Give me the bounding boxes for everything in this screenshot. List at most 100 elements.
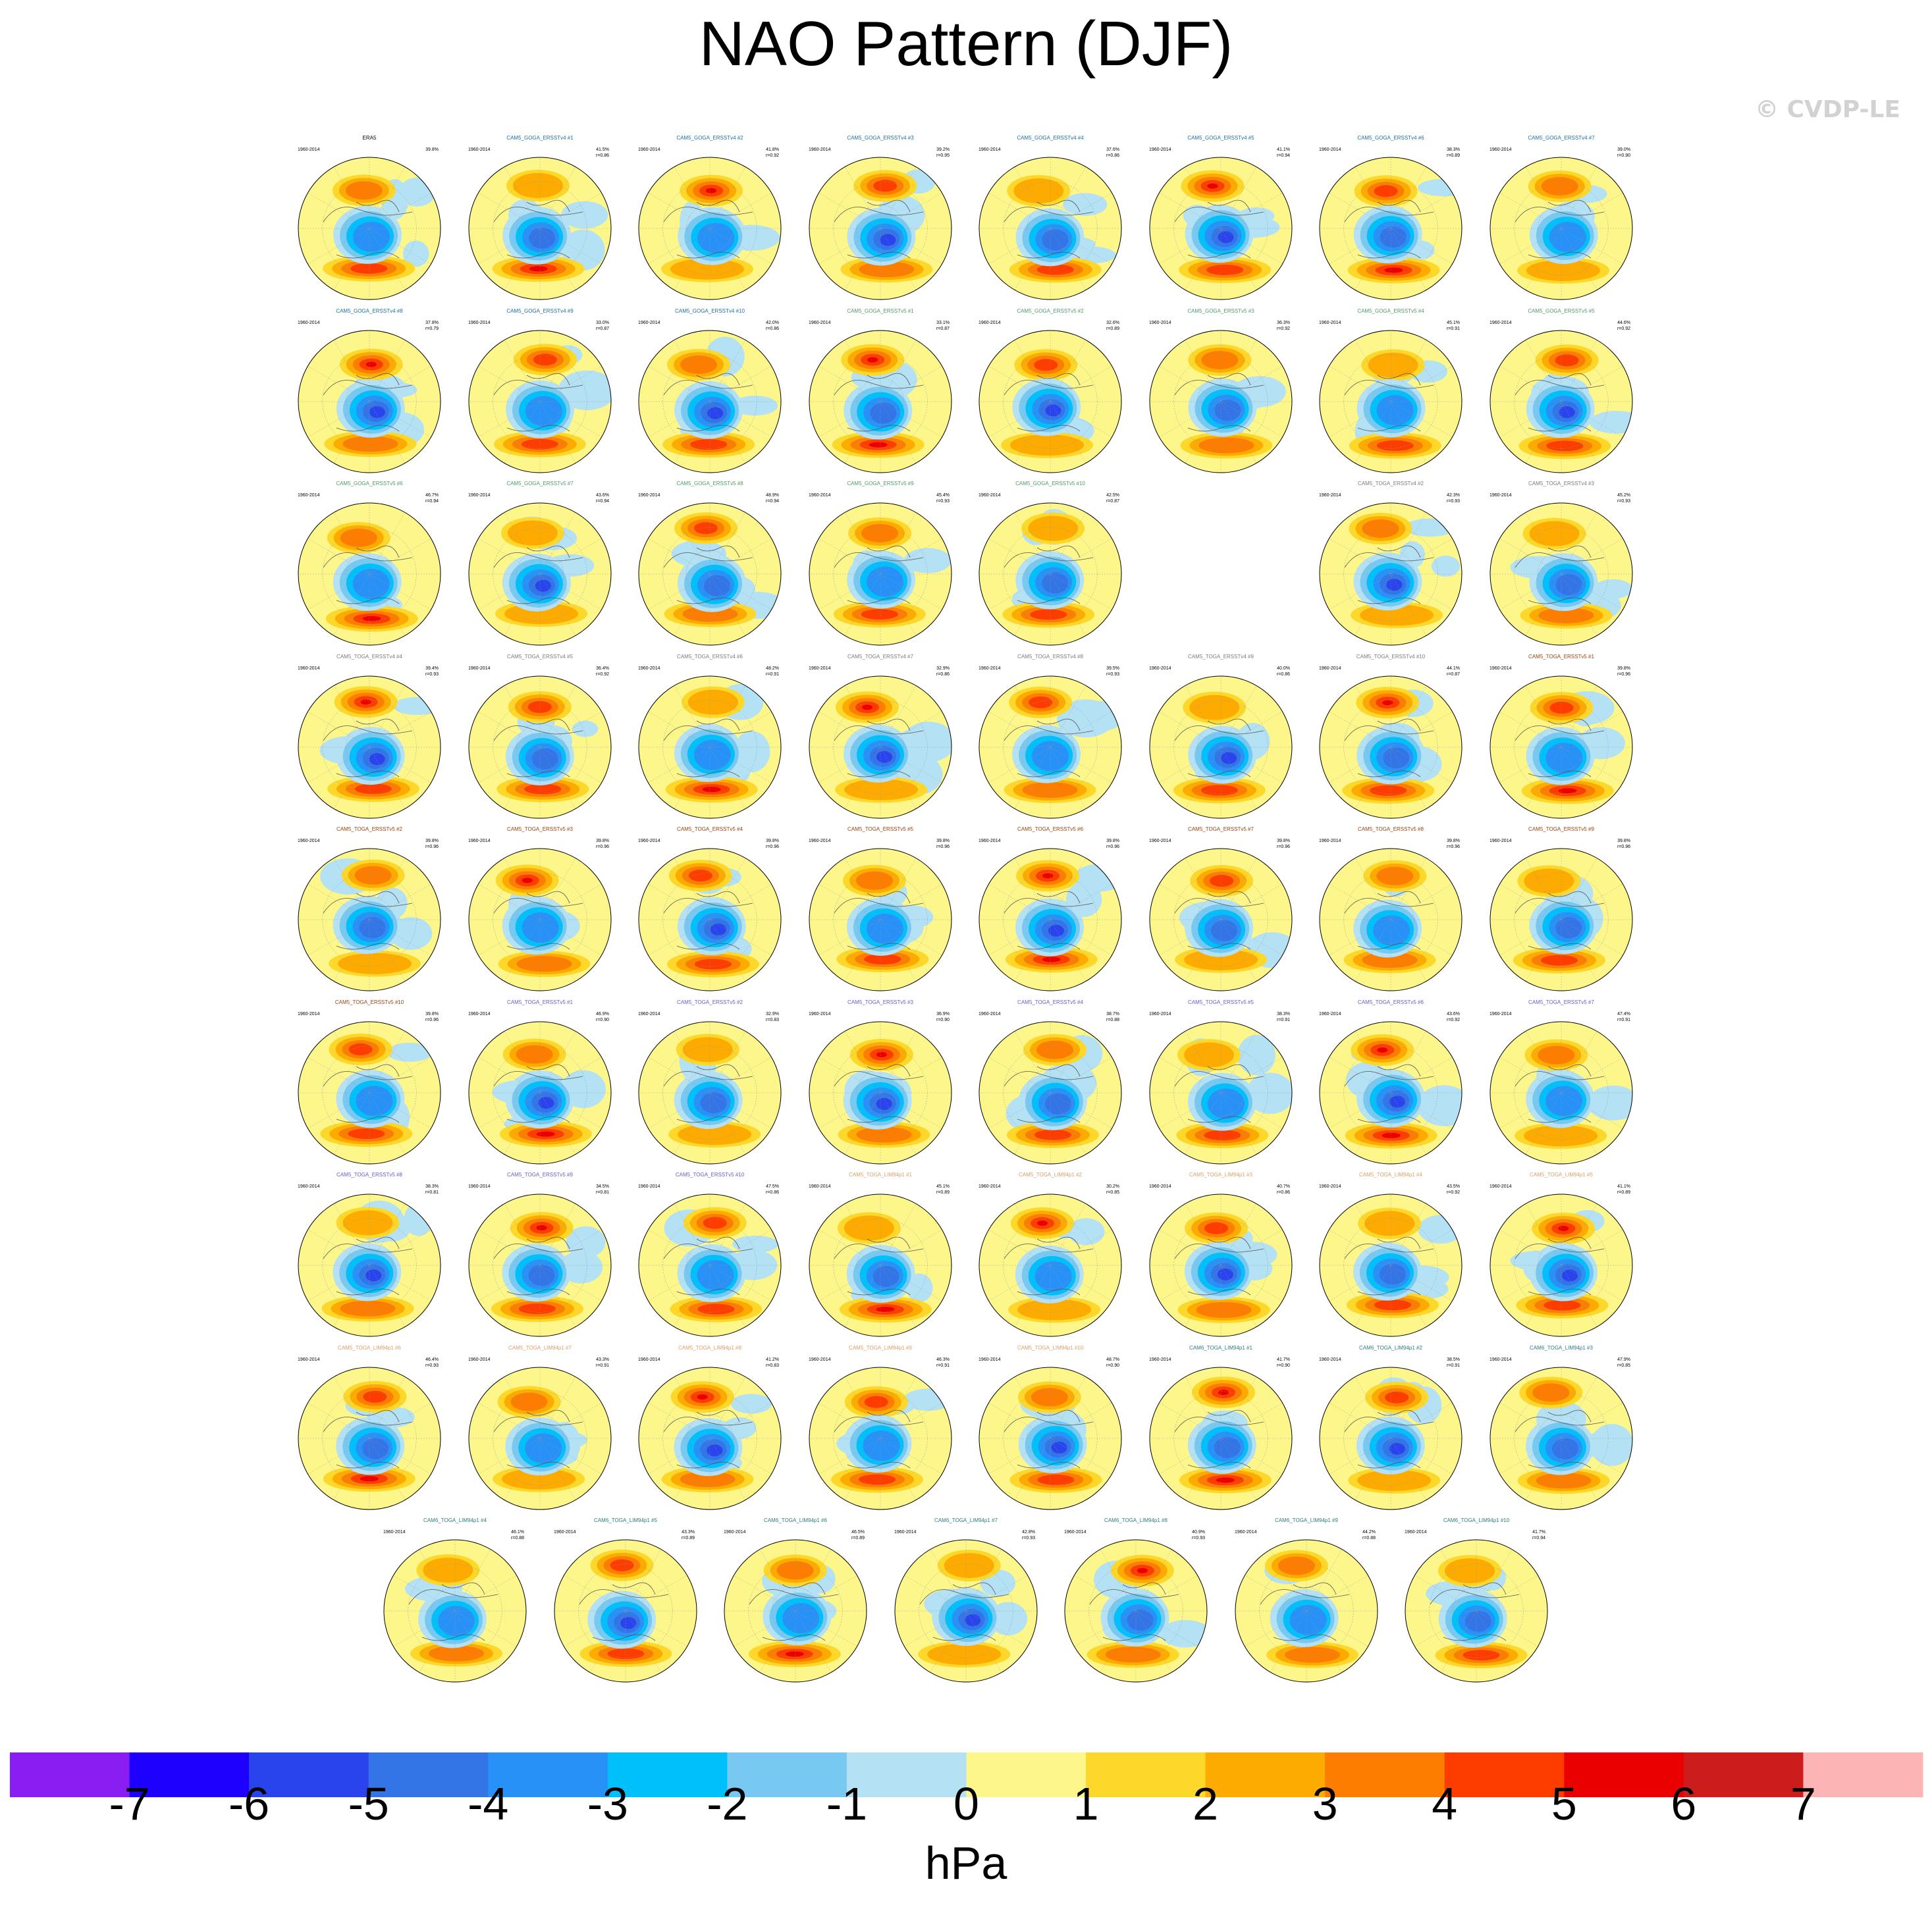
panel-variance-pct: 43.3%: [682, 1530, 695, 1535]
panel-variance-pct: 45.4%: [936, 493, 950, 498]
panel-title: CAM5_GOGA_ERSSTv5 #8: [676, 481, 743, 486]
polar-map: [554, 1539, 697, 1683]
map-panel: CAM6_TOGA_LIM94p1 #4 1960-2014 46.1% r=0.88: [381, 1517, 529, 1690]
colorbar-tick-label: -5: [348, 1778, 389, 1829]
panel-variance-pct: 39.5%: [1106, 666, 1119, 671]
panel-title: CAM5_GOGA_ERSSTv4 #10: [675, 308, 745, 314]
panel-variance-pct: 41.7%: [1277, 1357, 1290, 1362]
panel-pattern-correlation: r=0.87: [595, 327, 609, 331]
panel-period: 1960-2014: [1489, 493, 1512, 498]
panel-period: 1960-2014: [1149, 666, 1171, 671]
map-panel: CAM5_TOGA_LIM94p1 #8 1960-2014 41.2% r=0.83: [635, 1345, 784, 1517]
panel-period: 1960-2014: [809, 1184, 831, 1189]
panel-pattern-correlation: r=0.87: [1446, 672, 1460, 677]
polar-map: [1319, 675, 1462, 819]
panel-variance-pct: 39.8%: [596, 839, 609, 843]
panel-period: 1960-2014: [1064, 1530, 1087, 1535]
panel-variance-pct: 42.3%: [1447, 493, 1460, 498]
panel-variance-pct: 41.5%: [596, 147, 609, 152]
panel-variance-pct: 39.8%: [1277, 839, 1290, 843]
panel-title: CAM6_TOGA_LIM94p1 #3: [1530, 1345, 1593, 1351]
panel-variance-pct: 42.5%: [1106, 493, 1119, 498]
polar-map: [894, 1539, 1038, 1683]
panel-variance-pct: 38.3%: [1277, 1012, 1290, 1016]
polar-map: [1235, 1539, 1378, 1683]
panel-period: 1960-2014: [809, 1012, 831, 1016]
map-panel: CAM5_TOGA_ERSSTv5 #3 1960-2014 36.9% r=0.90: [806, 999, 955, 1172]
panel-variance-pct: 42.0%: [766, 321, 779, 325]
panel-period: 1960-2014: [298, 1357, 320, 1362]
panel-variance-pct: 43.5%: [1447, 1184, 1460, 1189]
colorbar-tick-label: -3: [587, 1778, 628, 1829]
polar-map: [1149, 1194, 1293, 1337]
panel-variance-pct: 39.8%: [425, 1012, 439, 1016]
polar-map: [298, 1367, 441, 1510]
polar-map: [979, 330, 1122, 473]
panel-pattern-correlation: r=0.92: [765, 153, 779, 158]
panel-variance-pct: 32.9%: [936, 666, 950, 671]
map-panel: CAM5_TOGA_ERSSTv4 #10 1960-2014 44.1% r=0.8…: [1316, 654, 1465, 826]
polar-map: [1489, 502, 1633, 646]
panel-pattern-correlation: r=0.96: [1617, 672, 1630, 677]
polar-map: [979, 1194, 1122, 1337]
colorbar-tick-label: -7: [109, 1778, 150, 1829]
panel-variance-pct: 37.8%: [425, 321, 439, 325]
panel-title: CAM5_TOGA_ERSSTv5 #9: [507, 1172, 573, 1178]
panel-variance-pct: 34.5%: [596, 1184, 609, 1189]
polar-map: [468, 1194, 612, 1337]
panel-title: CAM5_TOGA_ERSSTv5 #10: [335, 999, 404, 1005]
panel-period: 1960-2014: [468, 147, 491, 152]
panel-period: 1960-2014: [638, 666, 660, 671]
polar-map: [979, 1367, 1122, 1510]
map-panel: CAM5_TOGA_ERSSTv4 #8 1960-2014 39.5% r=0.93: [976, 654, 1125, 826]
panel-variance-pct: 38.5%: [1447, 1357, 1460, 1362]
panel-variance-pct: 43.3%: [596, 1357, 609, 1362]
panel-variance-pct: 44.2%: [1362, 1530, 1376, 1535]
panel-variance-pct: 39.8%: [425, 839, 439, 843]
polar-map: [1149, 1021, 1293, 1165]
map-panel: CAM5_TOGA_ERSSTv4 #2 1960-2014 42.3% r=0.93: [1316, 481, 1465, 653]
panel-pattern-correlation: r=0.96: [595, 845, 609, 849]
panel-period: 1960-2014: [1319, 493, 1341, 498]
panel-title: CAM5_TOGA_LIM94p1 #9: [849, 1345, 912, 1351]
polar-map: [468, 675, 612, 819]
map-panel: CAM5_GOGA_ERSSTv4 #3 1960-2014 39.2% r=0.95: [806, 135, 955, 307]
panel-variance-pct: 32.9%: [766, 1012, 779, 1016]
panel-pattern-correlation: r=0.83: [765, 1363, 779, 1368]
panel-pattern-correlation: r=0.89: [1106, 327, 1119, 331]
panel-period: 1960-2014: [638, 321, 660, 325]
panel-variance-pct: 45.1%: [1447, 321, 1460, 325]
panel-title: CAM5_TOGA_LIM94p1 #8: [678, 1345, 741, 1351]
panel-period: 1960-2014: [1149, 1184, 1171, 1189]
map-panel: CAM6_TOGA_LIM94p1 #1 1960-2014 41.7% r=0.90: [1146, 1345, 1295, 1517]
colorbar-tick-label: 0: [953, 1778, 979, 1829]
panel-period: 1960-2014: [1489, 1012, 1512, 1016]
polar-map: [638, 675, 782, 819]
panel-period: 1960-2014: [1319, 1357, 1341, 1362]
panel-variance-pct: 43.6%: [596, 493, 609, 498]
polar-map: [383, 1539, 527, 1683]
panel-pattern-correlation: r=0.93: [1446, 499, 1460, 504]
panel-title: CAM6_TOGA_LIM94p1 #4: [423, 1517, 487, 1523]
colorbar-tick-label: 7: [1790, 1778, 1816, 1829]
panel-title: CAM6_TOGA_LIM94p1 #10: [1443, 1517, 1510, 1523]
colorbar-tick-label: 4: [1432, 1778, 1458, 1829]
map-panel: CAM5_TOGA_LIM94p1 #2 1960-2014 30.2% r=0.85: [976, 1172, 1125, 1344]
polar-map: [1149, 848, 1293, 991]
panel-pattern-correlation: r=0.94: [425, 499, 439, 504]
panel-variance-pct: 38.3%: [425, 1184, 439, 1189]
panel-period: 1960-2014: [468, 493, 491, 498]
panel-title: CAM5_GOGA_ERSSTv5 #9: [847, 481, 914, 486]
polar-map: [1149, 330, 1293, 473]
panel-pattern-correlation: r=0.93: [1191, 1536, 1205, 1540]
polar-map: [809, 502, 952, 646]
polar-map: [468, 1021, 612, 1165]
panel-title: CAM5_TOGA_ERSSTv4 #9: [1188, 654, 1254, 660]
map-panel: CAM5_TOGA_ERSSTv5 #9 1960-2014 39.8% r=0.96: [1487, 826, 1636, 999]
map-panel: CAM5_GOGA_ERSSTv5 #10 1960-2014 42.5% r=0.8…: [976, 481, 1125, 653]
panel-variance-pct: 43.6%: [1447, 1012, 1460, 1016]
panel-variance-pct: 42.8%: [1022, 1530, 1035, 1535]
polar-map: [468, 502, 612, 646]
panel-title: CAM5_GOGA_ERSSTv5 #4: [1357, 308, 1424, 314]
panel-variance-pct: 48.2%: [766, 666, 779, 671]
